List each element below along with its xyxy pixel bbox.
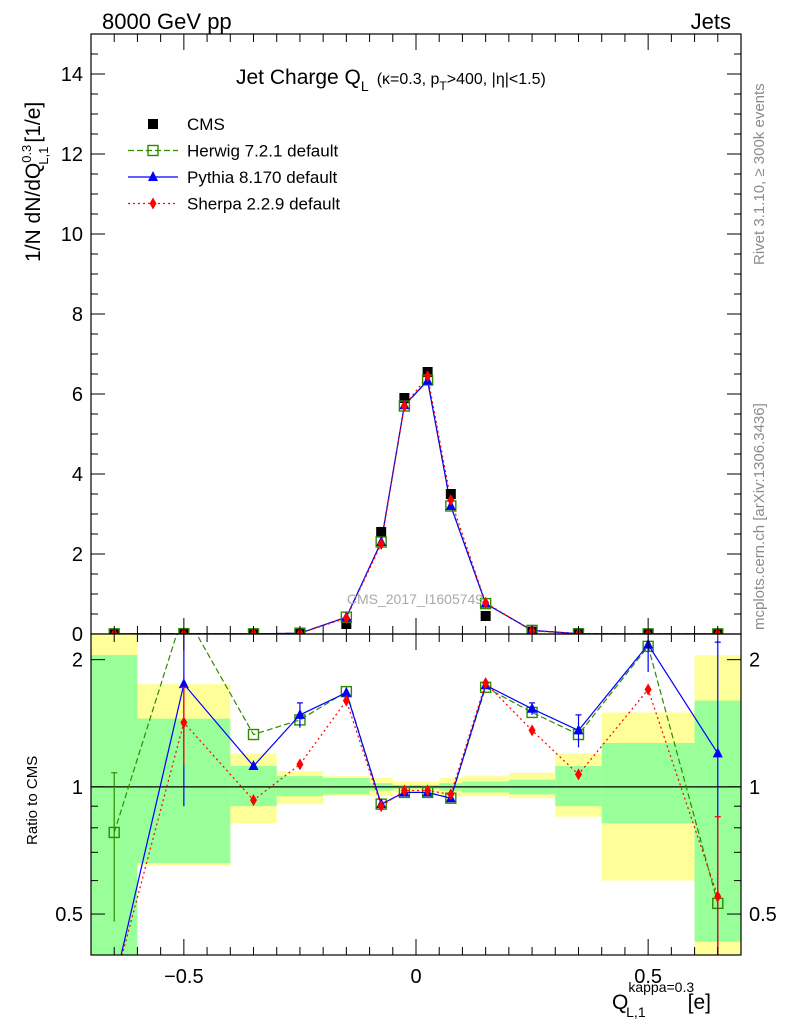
ratio-point-1 — [527, 702, 538, 713]
x-axis-label-unit: [e] — [688, 991, 711, 1014]
ratio-point-2 — [528, 724, 536, 737]
ratio-band-inner — [323, 777, 370, 795]
legend-label: Sherpa 2.2.9 default — [187, 195, 340, 214]
ratio-point-2 — [447, 788, 455, 801]
legend-marker — [148, 171, 158, 181]
ratio-point-1 — [248, 760, 259, 771]
cms-point — [399, 393, 410, 403]
ratio-point-2 — [482, 677, 490, 690]
legend: CMS Herwig 7.2.1 default Pythia 8.170 defa… — [128, 115, 340, 214]
legend-label: CMS — [187, 115, 225, 134]
svg-text:Jet Charge QL(κ=0.3, pT>400, |: Jet Charge QL (κ=0.3, pT>400, |η|<1.5) — [236, 66, 546, 94]
legend-marker — [149, 197, 157, 210]
ratio-point-1 — [178, 678, 189, 689]
y-tick-label: 0 — [72, 624, 83, 646]
series-point-2 — [424, 370, 432, 382]
cms-point — [376, 527, 387, 537]
title-cut: (κ=0.3, p — [377, 71, 440, 88]
ratio-point-2 — [111, 979, 118, 991]
ratio-point-2 — [250, 794, 257, 807]
ratio-tick-label: 2 — [72, 650, 83, 672]
side-label-mcplots: mcplots.cern.ch [arXiv:1306.3436] — [751, 403, 768, 630]
ratio-panel: −0.5 0 0.5 0.5 0.5 1 1 2 2 — [55, 607, 777, 991]
ratio-point-1 — [712, 747, 723, 758]
analysis-watermark: CMS_2017_I1605749 — [347, 591, 483, 607]
y-axis-label-sub: L,1 — [36, 147, 51, 165]
ratio-point-1 — [341, 686, 352, 697]
ratio-point-0 — [108, 826, 120, 839]
y-tick-label: 12 — [61, 144, 83, 166]
series-point-2 — [447, 494, 455, 506]
series-point-2 — [400, 400, 408, 412]
y-axis-label-text: 1/N dN/dQ — [22, 163, 45, 262]
ratio-point-1 — [573, 724, 584, 735]
header-right: Jets — [691, 9, 731, 34]
y-axis-label-unit: [1/e] — [22, 102, 45, 143]
ratio-point-2 — [644, 683, 652, 696]
title-cut-rest: >400, |η|<1.5) — [447, 71, 546, 88]
x-axis-label-sup: kappa=0.3 — [628, 979, 694, 995]
y-tick-label: 2 — [72, 544, 83, 566]
y-axis-label: 1/N dN/dQ0.3 L,1 [1/e] — [19, 102, 51, 262]
series-point-2 — [377, 538, 385, 550]
title-sub: L — [361, 78, 369, 94]
ratio-axis-label: Ratio to CMS — [24, 756, 41, 845]
side-label-rivet: Rivet 3.1.10, ≥ 300k events — [751, 83, 768, 265]
x-tick-label: −0.5 — [164, 966, 203, 988]
y-tick-label: 4 — [72, 464, 83, 486]
y-tick-label: 14 — [61, 64, 83, 86]
ratio-point-2 — [714, 890, 722, 903]
ratio-point-0 — [247, 728, 260, 741]
ratio-tick-label: 1 — [72, 777, 83, 799]
x-axis-label: Qkappa=0.3 L,1 [e] — [612, 979, 711, 1020]
ratio-band-inner — [276, 776, 324, 797]
ratio-point-2 — [575, 768, 582, 781]
title-cut-sub: T — [439, 79, 447, 93]
y-tick-label: 10 — [61, 224, 83, 246]
ratio-point-0 — [179, 607, 189, 617]
ratio-point-2 — [377, 800, 385, 813]
ratio-point-2 — [180, 716, 188, 729]
ratio-line-2 — [121, 681, 719, 955]
series-point-2 — [482, 596, 490, 609]
legend-label: Pythia 8.170 default — [187, 168, 338, 187]
ratio-point-2 — [400, 784, 408, 797]
main-panel: 0 2 4 6 8 10 12 14 — [61, 33, 742, 646]
ratio-tick-label: 0.5 — [55, 904, 83, 926]
ratio-point-2 — [296, 758, 304, 771]
ratio-tick-label-right: 2 — [749, 650, 760, 672]
legend-marker — [147, 144, 159, 157]
ratio-plot-area — [91, 607, 741, 991]
y-tick-label: 6 — [72, 384, 83, 406]
x-tick-label: 0.5 — [634, 966, 662, 988]
legend-marker — [148, 119, 158, 129]
x-axis-label-sub: L,1 — [626, 1004, 646, 1020]
plot-title: Jet Charge QL (κ=0.3, pT>400, |η|<1.5) — [236, 66, 546, 94]
cms-point — [480, 611, 491, 621]
ratio-point-1 — [109, 979, 119, 989]
series-point-2 — [342, 612, 350, 624]
ratio-tick-label-right: 1 — [749, 777, 760, 799]
ratio-point-2 — [424, 784, 432, 797]
header-left: 8000 GeV pp — [102, 9, 232, 34]
series-line-2 — [114, 374, 718, 634]
x-axis-label-text: Q — [612, 991, 628, 1014]
y-axis-label-sup: 0.3 — [19, 145, 34, 163]
legend-label: Herwig 7.2.1 default — [187, 142, 338, 161]
ratio-band-inner — [601, 742, 695, 824]
x-tick-label: 0 — [410, 966, 421, 988]
ratio-tick-label-right: 0.5 — [749, 904, 777, 926]
title-main: Jet Charge Q — [236, 66, 361, 89]
ratio-line-1 — [120, 643, 719, 955]
ratio-point-2 — [342, 694, 350, 707]
y-tick-label: 8 — [72, 304, 83, 326]
ratio-point-1 — [294, 708, 305, 719]
